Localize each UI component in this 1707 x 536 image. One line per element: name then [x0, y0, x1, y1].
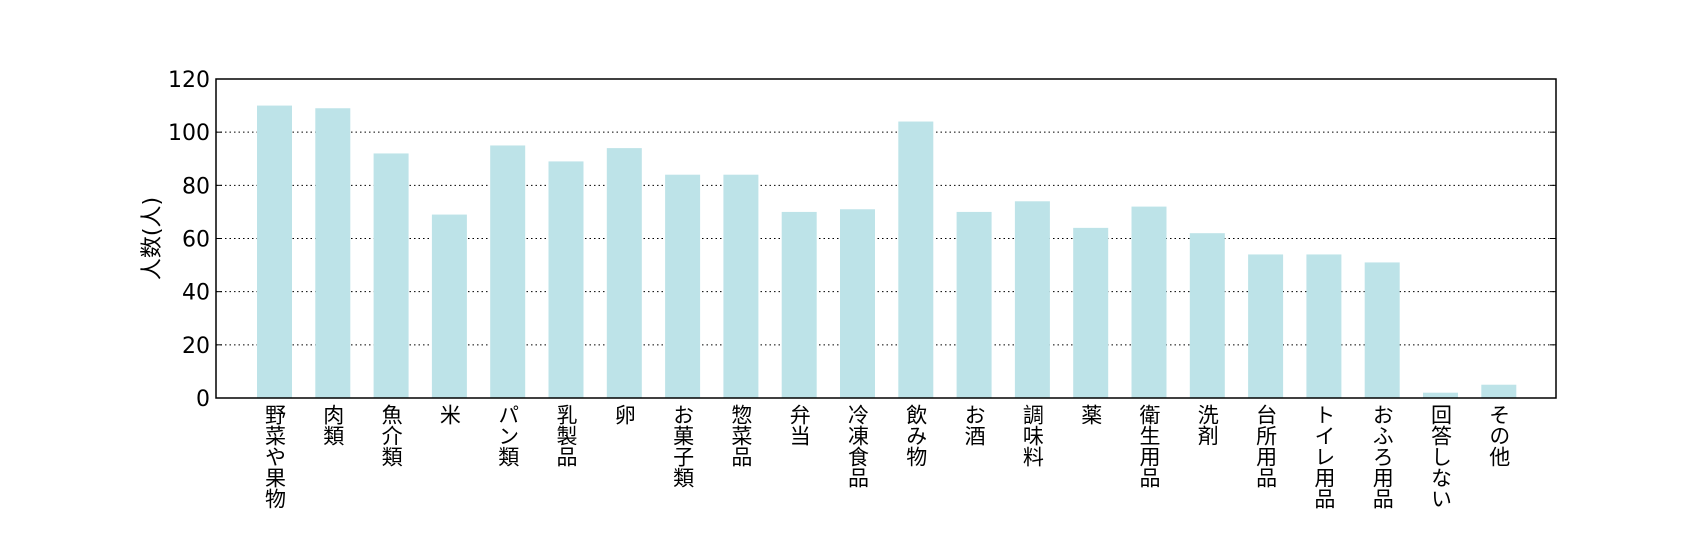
bar — [1015, 201, 1050, 398]
bars — [257, 106, 1516, 398]
bar — [374, 153, 409, 398]
bar — [782, 212, 817, 398]
bar — [257, 106, 292, 398]
bar — [957, 212, 992, 398]
x-category-label: 飲み物 — [904, 404, 928, 467]
bar — [1306, 254, 1341, 398]
y-tick-label: 120 — [168, 68, 210, 93]
x-category-label: 乳製品 — [554, 404, 578, 467]
x-category-label: その他 — [1487, 404, 1511, 467]
bar — [1248, 254, 1283, 398]
x-category-label: 肉類 — [321, 404, 345, 446]
x-category-label: 弁当 — [787, 404, 811, 446]
x-category-label: 台所用品 — [1254, 404, 1278, 488]
x-axis-category-labels: 野菜や果物 肉類 魚介類 米 パン類 乳製品 卵 お菓子類 惣菜品 弁当 冷凍食品 飲み物 お酒 調味料 薬… — [263, 404, 1511, 509]
bar — [1423, 393, 1458, 398]
x-category-label: 米 — [437, 404, 461, 425]
bar — [490, 145, 525, 398]
x-category-label: 回答しない — [1429, 404, 1453, 509]
bar — [665, 175, 700, 398]
x-category-label: 惣菜品 — [729, 404, 753, 467]
x-category-label: おふろ用品 — [1370, 404, 1394, 509]
bar — [898, 122, 933, 398]
bar — [723, 175, 758, 398]
grid-lines — [216, 132, 1556, 345]
x-category-label: 薬 — [1079, 404, 1103, 425]
x-category-label: 洗剤 — [1195, 404, 1219, 446]
x-category-label: 魚介類 — [379, 404, 403, 467]
x-category-label: 野菜や果物 — [263, 404, 287, 509]
y-tick-label: 100 — [168, 121, 210, 146]
bar — [607, 148, 642, 398]
y-tick-label: 20 — [182, 334, 210, 359]
x-category-label: 衛生用品 — [1137, 404, 1161, 488]
x-category-label: 調味料 — [1020, 404, 1044, 467]
bar — [1481, 385, 1516, 398]
bar — [1365, 262, 1400, 398]
x-category-label: 冷凍食品 — [846, 404, 870, 488]
x-category-label: 卵 — [612, 404, 636, 425]
y-tick-label: 40 — [182, 281, 210, 306]
bar — [1073, 228, 1108, 398]
bar — [432, 215, 467, 398]
bar — [840, 209, 875, 398]
bar — [549, 161, 584, 398]
x-category-label: パン類 — [496, 404, 520, 467]
y-axis-title: 人数(人) — [140, 197, 165, 280]
bar — [1132, 207, 1167, 398]
y-tick-label: 0 — [196, 387, 210, 412]
x-category-label: お菓子類 — [671, 404, 695, 488]
y-tick-label: 60 — [182, 228, 210, 253]
y-tick-label: 80 — [182, 174, 210, 199]
bar — [315, 108, 350, 398]
x-category-label: トイレ用品 — [1312, 404, 1336, 509]
bar — [1190, 233, 1225, 398]
x-category-label: お酒 — [962, 404, 986, 446]
